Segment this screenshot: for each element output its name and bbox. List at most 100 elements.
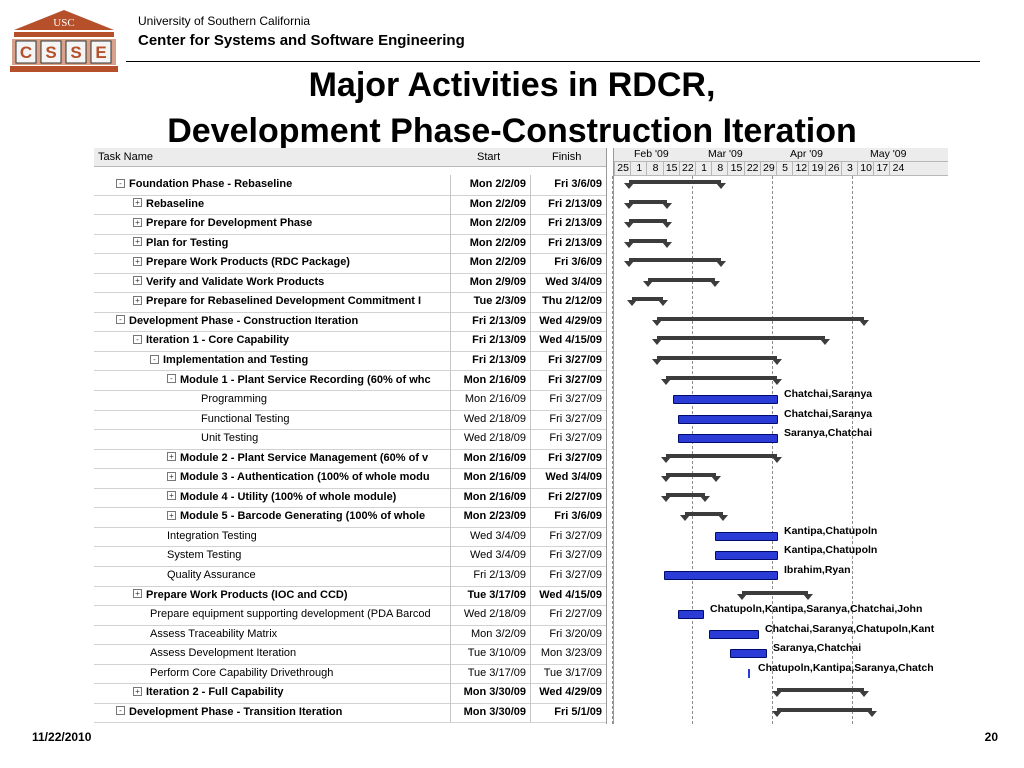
finish-date-cell[interactable]: Fri 3/6/09 <box>530 175 606 195</box>
column-start[interactable]: Start <box>477 151 501 163</box>
expand-icon[interactable]: + <box>167 471 176 481</box>
table-row[interactable]: - Iteration 1 - Core Capability Fri 2/13/0… <box>94 331 606 352</box>
task-bar[interactable] <box>715 551 778 561</box>
start-date-cell[interactable]: Mon 2/2/09 <box>450 194 530 215</box>
task-name-cell[interactable]: Assess Development Iteration <box>94 644 450 664</box>
task-name-cell[interactable]: + Module 2 - Plant Service Management (60… <box>94 449 450 469</box>
task-name-cell[interactable]: + Plan for Testing <box>94 234 450 254</box>
table-row[interactable]: Functional Testing Wed 2/18/09 Fri 3/27/09 <box>94 409 606 431</box>
finish-date-cell[interactable]: Fri 2/13/09 <box>530 233 606 254</box>
expand-icon[interactable]: + <box>133 686 142 696</box>
finish-date-cell[interactable]: Wed 4/15/09 <box>530 331 606 351</box>
task-bar[interactable] <box>664 571 778 580</box>
finish-date-cell[interactable]: Fri 3/6/09 <box>530 507 606 527</box>
finish-date-cell[interactable]: Fri 2/27/09 <box>530 605 606 625</box>
summary-bar[interactable] <box>685 512 723 517</box>
summary-bar[interactable] <box>629 258 721 263</box>
milestone-marker[interactable] <box>748 668 750 678</box>
task-name-cell[interactable]: + Prepare Work Products (IOC and CCD) <box>94 586 450 606</box>
table-row[interactable]: + Module 2 - Plant Service Management (60… <box>94 448 606 470</box>
task-name-cell[interactable]: - Implementation and Testing <box>94 351 450 371</box>
start-date-cell[interactable]: Tue 3/17/09 <box>450 663 530 684</box>
task-name-cell[interactable]: + Verify and Validate Work Products <box>94 273 450 293</box>
finish-date-cell[interactable]: Fri 3/27/09 <box>530 409 606 430</box>
finish-date-cell[interactable]: Fri 2/27/09 <box>530 487 606 508</box>
start-date-cell[interactable]: Fri 2/13/09 <box>450 331 530 351</box>
finish-date-cell[interactable]: Wed 3/4/09 <box>530 272 606 293</box>
column-task-name[interactable]: Task Name <box>98 151 154 163</box>
task-bar[interactable] <box>673 395 778 405</box>
task-name-cell[interactable]: + Prepare for Rebaselined Development Com… <box>94 292 450 312</box>
summary-bar[interactable] <box>648 277 715 282</box>
expand-icon[interactable]: + <box>167 491 176 501</box>
table-row[interactable]: + Prepare Work Products (RDC Package) Mon … <box>94 253 606 274</box>
summary-bar[interactable] <box>632 297 663 302</box>
start-date-cell[interactable]: Mon 2/2/09 <box>450 214 530 234</box>
expand-icon[interactable]: + <box>133 237 142 247</box>
start-date-cell[interactable]: Wed 2/18/09 <box>450 409 530 430</box>
table-row[interactable]: + Rebaseline Mon 2/2/09 Fri 2/13/09 <box>94 194 606 216</box>
summary-bar[interactable] <box>629 238 667 243</box>
table-row[interactable]: + Prepare for Development Phase Mon 2/2/09… <box>94 214 606 235</box>
finish-date-cell[interactable]: Fri 3/20/09 <box>530 624 606 645</box>
task-name-cell[interactable]: + Rebaseline <box>94 195 450 215</box>
start-date-cell[interactable]: Mon 2/16/09 <box>450 487 530 508</box>
task-name-cell[interactable]: Integration Testing <box>94 527 450 547</box>
table-row[interactable]: + Iteration 2 - Full Capability Mon 3/30/0… <box>94 683 606 704</box>
finish-date-cell[interactable]: Fri 3/27/09 <box>530 566 606 586</box>
finish-date-cell[interactable]: Mon 3/23/09 <box>530 644 606 664</box>
finish-date-cell[interactable]: Wed 4/29/09 <box>530 683 606 703</box>
finish-date-cell[interactable]: Fri 3/27/09 <box>530 448 606 469</box>
task-name-cell[interactable]: + Iteration 2 - Full Capability <box>94 683 450 703</box>
table-row[interactable]: + Prepare Work Products (IOC and CCD) Tue … <box>94 585 606 607</box>
start-date-cell[interactable]: Mon 3/30/09 <box>450 702 530 723</box>
task-name-cell[interactable]: Assess Traceability Matrix <box>94 625 450 645</box>
table-row[interactable]: - Module 1 - Plant Service Recording (60%… <box>94 370 606 391</box>
table-row[interactable]: + Module 4 - Utility (100% of whole modul… <box>94 487 606 509</box>
start-date-cell[interactable]: Tue 2/3/09 <box>450 292 530 312</box>
expand-icon[interactable]: + <box>167 510 176 520</box>
start-date-cell[interactable]: Mon 2/16/09 <box>450 390 530 410</box>
column-finish[interactable]: Finish <box>552 151 582 163</box>
start-date-cell[interactable]: Mon 2/2/09 <box>450 253 530 273</box>
start-date-cell[interactable]: Mon 2/23/09 <box>450 507 530 527</box>
summary-bar[interactable] <box>629 180 721 184</box>
task-name-cell[interactable]: - Development Phase - Transition Iteratio… <box>94 703 450 723</box>
task-bar[interactable] <box>730 649 767 659</box>
finish-date-cell[interactable]: Fri 3/27/09 <box>530 390 606 410</box>
summary-bar[interactable] <box>666 375 777 380</box>
finish-date-cell[interactable]: Fri 3/27/09 <box>530 526 606 547</box>
table-row[interactable]: - Implementation and Testing Fri 2/13/09 Fr… <box>94 350 606 372</box>
start-date-cell[interactable]: Tue 3/17/09 <box>450 585 530 606</box>
summary-bar[interactable] <box>629 199 667 204</box>
task-name-cell[interactable]: + Module 3 - Authentication (100% of whol… <box>94 468 450 488</box>
start-date-cell[interactable]: Mon 2/2/09 <box>450 175 530 195</box>
expand-icon[interactable]: + <box>133 589 142 599</box>
task-bar[interactable] <box>709 629 759 639</box>
task-name-cell[interactable]: - Foundation Phase - Rebaseline <box>94 175 450 195</box>
task-name-cell[interactable]: Perform Core Capability Drivethrough <box>94 664 450 684</box>
task-name-cell[interactable]: - Development Phase - Construction Iterat… <box>94 312 450 332</box>
task-name-cell[interactable]: + Module 5 - Barcode Generating (100% of … <box>94 507 450 527</box>
collapse-icon[interactable]: - <box>116 706 125 716</box>
finish-date-cell[interactable]: Fri 3/27/09 <box>530 350 606 371</box>
finish-date-cell[interactable]: Fri 3/27/09 <box>530 429 606 449</box>
finish-date-cell[interactable]: Fri 3/6/09 <box>530 253 606 273</box>
start-date-cell[interactable]: Wed 2/18/09 <box>450 605 530 625</box>
task-name-cell[interactable]: + Module 4 - Utility (100% of whole modul… <box>94 488 450 508</box>
summary-bar[interactable] <box>657 316 864 321</box>
task-name-cell[interactable]: + Prepare for Development Phase <box>94 214 450 234</box>
start-date-cell[interactable]: Mon 2/16/09 <box>450 448 530 469</box>
task-name-cell[interactable]: - Module 1 - Plant Service Recording (60%… <box>94 371 450 391</box>
collapse-icon[interactable]: - <box>116 178 125 188</box>
table-row[interactable]: + Prepare for Rebaselined Development Com… <box>94 292 606 313</box>
table-row[interactable]: + Module 3 - Authentication (100% of whol… <box>94 468 606 489</box>
start-date-cell[interactable]: Fri 2/13/09 <box>450 311 530 332</box>
expand-icon[interactable]: + <box>133 295 142 305</box>
finish-date-cell[interactable]: Fri 3/27/09 <box>530 370 606 390</box>
table-row[interactable]: Prepare equipment supporting development… <box>94 605 606 626</box>
task-name-cell[interactable]: Unit Testing <box>94 429 450 449</box>
start-date-cell[interactable]: Mon 2/16/09 <box>450 468 530 488</box>
start-date-cell[interactable]: Tue 3/10/09 <box>450 644 530 664</box>
start-date-cell[interactable]: Mon 2/2/09 <box>450 233 530 254</box>
